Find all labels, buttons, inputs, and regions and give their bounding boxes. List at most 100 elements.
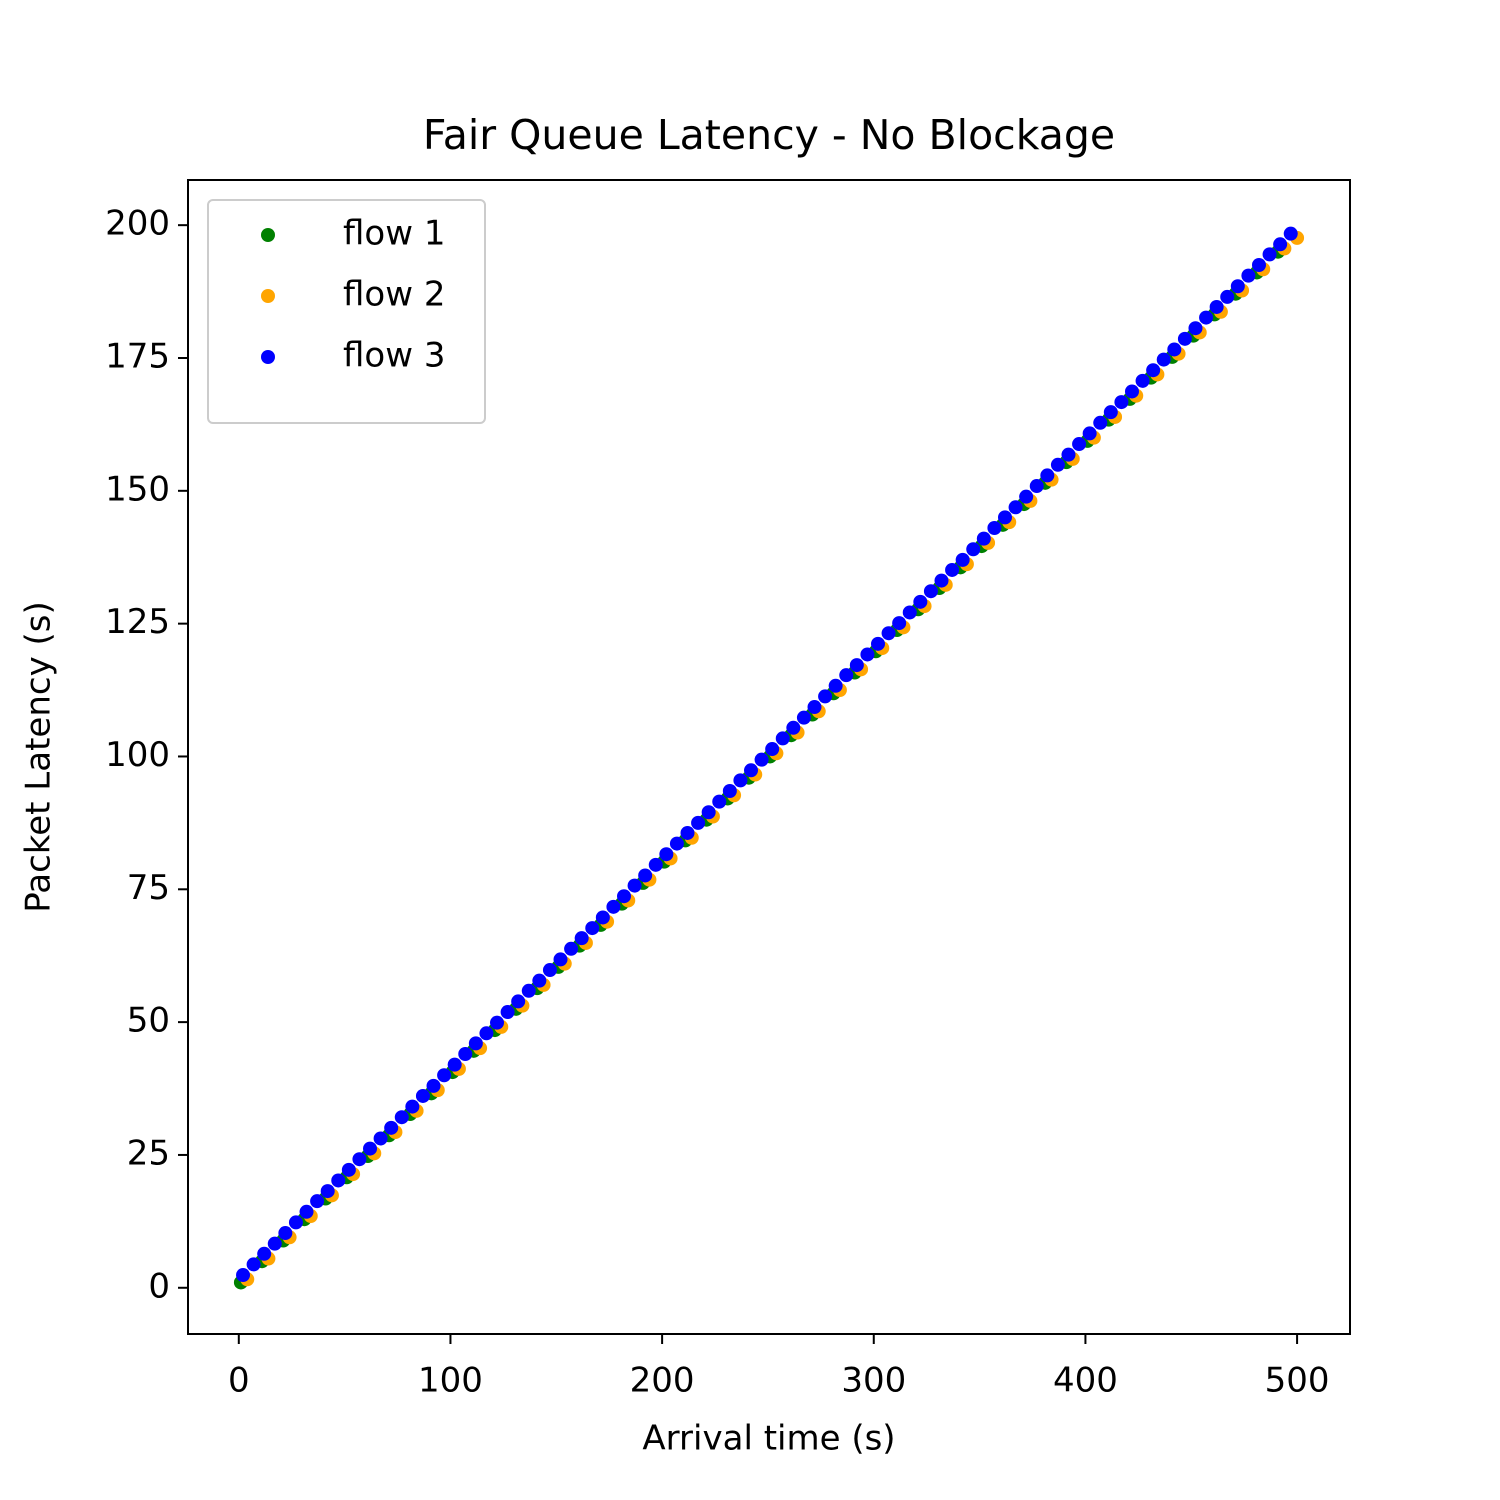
y-tick-label: 150 bbox=[105, 469, 170, 509]
point bbox=[1093, 415, 1108, 430]
point bbox=[1241, 268, 1256, 283]
point bbox=[1262, 247, 1277, 262]
legend-label: flow 1 bbox=[343, 214, 445, 254]
point bbox=[627, 878, 642, 893]
point bbox=[1029, 479, 1044, 494]
point bbox=[415, 1088, 430, 1103]
point bbox=[278, 1226, 293, 1241]
y-tick-label: 25 bbox=[127, 1133, 170, 1173]
point bbox=[1040, 468, 1055, 483]
point bbox=[902, 605, 917, 620]
point bbox=[860, 647, 875, 662]
legend-marker bbox=[261, 289, 275, 303]
point bbox=[1124, 384, 1139, 399]
point bbox=[267, 1236, 282, 1251]
point bbox=[733, 773, 748, 788]
point bbox=[775, 731, 790, 746]
point bbox=[490, 1015, 505, 1030]
point bbox=[564, 941, 579, 956]
point bbox=[405, 1099, 420, 1114]
point bbox=[701, 805, 716, 820]
point bbox=[574, 931, 589, 946]
point bbox=[1273, 237, 1288, 252]
point bbox=[458, 1047, 473, 1062]
y-tick-label: 0 bbox=[148, 1266, 170, 1306]
point bbox=[934, 573, 949, 588]
point bbox=[913, 594, 928, 609]
point bbox=[585, 921, 600, 936]
point bbox=[976, 531, 991, 546]
x-tick-label: 500 bbox=[1265, 1361, 1330, 1401]
point bbox=[807, 700, 822, 715]
point bbox=[923, 584, 938, 599]
point bbox=[680, 825, 695, 840]
point bbox=[1103, 405, 1118, 420]
x-tick-label: 200 bbox=[630, 1361, 695, 1401]
point bbox=[712, 794, 727, 809]
point bbox=[1167, 342, 1182, 357]
point bbox=[1008, 500, 1023, 515]
point bbox=[997, 510, 1012, 525]
legend-marker bbox=[261, 350, 275, 364]
point bbox=[849, 658, 864, 673]
point bbox=[786, 720, 801, 735]
point bbox=[310, 1194, 325, 1209]
point bbox=[500, 1005, 515, 1020]
point bbox=[691, 815, 706, 830]
point bbox=[648, 857, 663, 872]
point bbox=[839, 668, 854, 683]
point bbox=[881, 626, 896, 641]
point bbox=[532, 973, 547, 988]
point bbox=[1199, 310, 1214, 325]
y-tick-label: 100 bbox=[105, 735, 170, 775]
point bbox=[1135, 373, 1150, 388]
point bbox=[553, 952, 568, 967]
legend-label: flow 3 bbox=[343, 336, 445, 376]
y-tick-label: 200 bbox=[105, 204, 170, 244]
x-tick-label: 100 bbox=[418, 1361, 483, 1401]
point bbox=[595, 910, 610, 925]
point bbox=[955, 552, 970, 567]
point bbox=[1188, 321, 1203, 336]
point bbox=[511, 994, 526, 1009]
point bbox=[945, 562, 960, 577]
y-axis-label: Packet Latency (s) bbox=[19, 601, 59, 912]
point bbox=[246, 1257, 261, 1272]
legend-label: flow 2 bbox=[343, 275, 445, 315]
x-tick-label: 400 bbox=[1053, 1361, 1118, 1401]
point bbox=[1019, 489, 1034, 504]
y-tick-label: 50 bbox=[127, 1001, 170, 1041]
point bbox=[1209, 299, 1224, 314]
point bbox=[987, 521, 1002, 536]
point bbox=[659, 847, 674, 862]
point bbox=[765, 742, 780, 757]
x-tick-label: 300 bbox=[841, 1361, 906, 1401]
point bbox=[1177, 331, 1192, 346]
point bbox=[426, 1078, 441, 1093]
point bbox=[257, 1246, 272, 1261]
point bbox=[828, 678, 843, 693]
point bbox=[447, 1057, 462, 1072]
point bbox=[606, 899, 621, 914]
point bbox=[1082, 426, 1097, 441]
point bbox=[722, 784, 737, 799]
y-tick-label: 175 bbox=[105, 336, 170, 376]
point bbox=[1061, 447, 1076, 462]
point bbox=[669, 836, 684, 851]
point bbox=[871, 636, 886, 651]
point bbox=[1251, 258, 1266, 273]
point bbox=[394, 1110, 409, 1125]
point bbox=[754, 752, 769, 767]
point bbox=[1050, 457, 1065, 472]
y-tick-label: 75 bbox=[127, 868, 170, 908]
point bbox=[331, 1173, 346, 1188]
point bbox=[479, 1026, 494, 1041]
point bbox=[1114, 395, 1129, 410]
point bbox=[1146, 363, 1161, 378]
point bbox=[1220, 289, 1235, 304]
point bbox=[1283, 226, 1298, 241]
point bbox=[352, 1152, 367, 1167]
point bbox=[363, 1141, 378, 1156]
point bbox=[521, 983, 536, 998]
point bbox=[542, 963, 557, 978]
